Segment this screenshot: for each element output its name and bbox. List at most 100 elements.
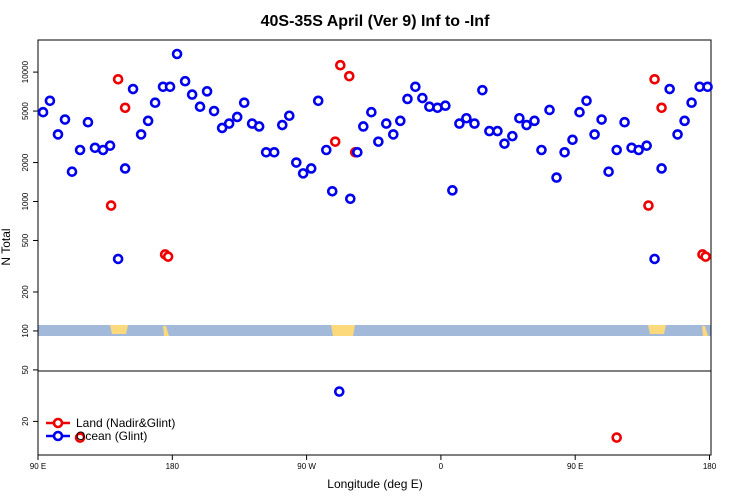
point <box>380 118 392 129</box>
point <box>559 147 570 158</box>
point <box>112 253 124 265</box>
point <box>469 118 480 129</box>
point <box>679 115 690 127</box>
point <box>291 157 302 168</box>
point <box>335 59 346 71</box>
point <box>312 95 324 107</box>
point <box>66 166 78 177</box>
point <box>521 119 532 131</box>
point <box>603 166 614 177</box>
point <box>37 106 49 118</box>
point <box>343 70 355 82</box>
point <box>345 193 356 205</box>
point <box>529 115 540 127</box>
x-tick-label: 90 W <box>297 462 316 471</box>
point <box>112 73 124 85</box>
x-tick-label: 180 <box>166 462 180 471</box>
point <box>477 84 488 96</box>
point <box>686 97 697 109</box>
point <box>216 122 228 134</box>
point <box>402 93 413 105</box>
point <box>297 168 309 179</box>
legend-swatch-marker <box>52 430 64 442</box>
point <box>326 185 338 197</box>
point <box>149 97 161 109</box>
point <box>305 163 317 174</box>
point <box>424 101 435 113</box>
x-tick-label: 90 E <box>567 462 583 471</box>
point <box>581 95 592 107</box>
point <box>619 116 630 128</box>
point <box>142 115 154 127</box>
point <box>321 144 332 156</box>
point <box>702 81 713 93</box>
y-tick-label: 1000 <box>21 192 30 210</box>
point <box>171 48 183 60</box>
point <box>366 106 377 118</box>
y-tick-label: 100 <box>21 324 30 338</box>
point <box>52 129 64 140</box>
point <box>164 81 176 93</box>
point <box>641 140 652 151</box>
point <box>633 144 644 156</box>
point <box>329 136 341 147</box>
point <box>105 200 117 211</box>
point <box>104 140 116 151</box>
point <box>276 119 288 131</box>
point <box>461 112 472 124</box>
point <box>440 100 451 111</box>
point <box>135 129 147 140</box>
point <box>208 105 220 117</box>
point <box>223 118 235 129</box>
point <box>231 111 243 123</box>
y-tick-label: 50 <box>21 365 30 374</box>
point <box>417 92 428 104</box>
point <box>656 163 667 174</box>
legend-label: Ocean (Glint) <box>76 429 147 443</box>
land-blob <box>331 325 355 336</box>
point <box>410 81 421 93</box>
land-blob <box>163 326 169 336</box>
point <box>643 200 654 211</box>
point <box>454 118 465 129</box>
y-tick-label: 5000 <box>21 102 30 120</box>
x-tick-label: 90 E <box>30 462 46 471</box>
ocean-strip <box>38 325 711 336</box>
point <box>447 185 458 196</box>
y-axis-label: N Total <box>0 228 13 265</box>
land-blob <box>702 326 708 336</box>
point <box>59 114 71 125</box>
point <box>82 116 94 128</box>
land-blob <box>648 325 666 334</box>
point <box>700 251 711 262</box>
point <box>514 112 525 124</box>
plot-frame <box>37 39 712 456</box>
point <box>127 83 139 95</box>
point <box>358 121 369 132</box>
point <box>664 83 675 95</box>
point <box>656 102 667 114</box>
x-tick-label: 180 <box>703 462 717 471</box>
point <box>544 104 555 116</box>
point <box>283 110 295 122</box>
y-tick-label: 500 <box>21 233 30 247</box>
point <box>536 144 547 156</box>
point <box>649 253 660 265</box>
land-blob <box>110 325 128 334</box>
point <box>186 89 198 100</box>
y-tick-label: 20 <box>21 416 30 425</box>
point <box>649 73 660 85</box>
point <box>611 144 622 156</box>
y-tick-label: 10000 <box>21 60 30 83</box>
point <box>162 251 174 262</box>
point <box>333 386 345 397</box>
point <box>672 129 683 140</box>
point <box>179 75 191 87</box>
y-tick-label: 2000 <box>21 153 30 171</box>
point <box>268 147 280 158</box>
legend-label: Land (Nadir&Glint) <box>76 416 175 430</box>
point <box>238 97 250 109</box>
point <box>253 121 265 132</box>
point <box>574 106 585 118</box>
